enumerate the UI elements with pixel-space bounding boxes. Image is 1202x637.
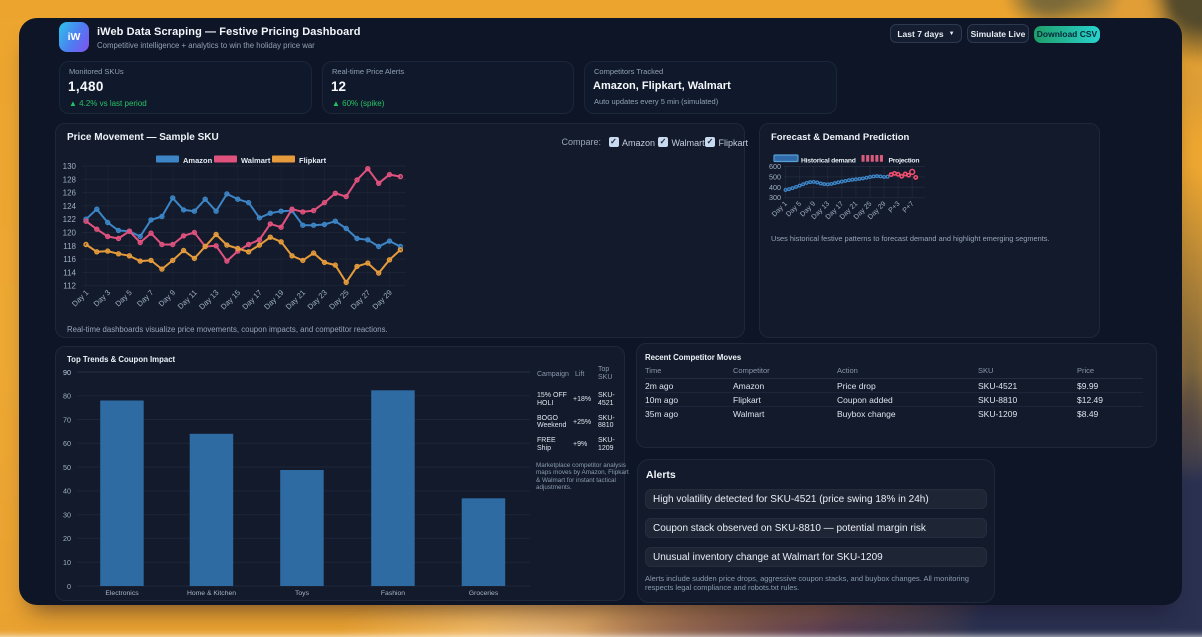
svg-text:Electronics: Electronics [105,590,139,597]
svg-text:Day 11: Day 11 [176,288,199,311]
svg-text:Groceries: Groceries [469,590,499,597]
svg-text:Day 1: Day 1 [70,288,90,308]
svg-text:Day 25: Day 25 [327,288,350,311]
svg-text:Fashion: Fashion [381,590,405,597]
svg-text:114: 114 [63,268,76,277]
svg-text:600: 600 [769,162,781,171]
svg-text:80: 80 [63,392,71,401]
svg-text:Day 3: Day 3 [92,288,112,308]
svg-text:90: 90 [63,368,71,377]
svg-text:500: 500 [769,172,781,181]
svg-text:Day 5: Day 5 [113,288,133,308]
svg-text:124: 124 [63,202,77,211]
svg-text:130: 130 [63,162,77,171]
svg-text:Day 23: Day 23 [306,288,329,311]
svg-text:90: 90 [63,368,71,377]
svg-text:70: 70 [63,415,71,424]
svg-text:Day 29: Day 29 [371,288,394,311]
svg-text:118: 118 [63,242,76,251]
svg-text:Day 17: Day 17 [240,288,263,311]
svg-text:Flipkart: Flipkart [299,156,327,165]
svg-text:Day 13: Day 13 [197,288,220,311]
svg-text:P+7: P+7 [902,200,916,214]
svg-text:122: 122 [63,215,77,224]
svg-text:P+3: P+3 [888,200,902,214]
svg-text:128: 128 [63,175,77,184]
svg-text:Day 27: Day 27 [349,288,372,311]
svg-text:Historical demand: Historical demand [801,158,856,165]
svg-text:120: 120 [63,229,77,238]
svg-text:116: 116 [63,255,76,264]
svg-text:Walmart: Walmart [241,156,271,165]
svg-text:30: 30 [63,511,71,520]
svg-text:Day 19: Day 19 [262,288,285,311]
svg-text:20: 20 [63,534,71,543]
svg-text:60: 60 [63,439,71,448]
svg-text:Projection: Projection [889,158,920,165]
svg-text:300: 300 [769,193,781,202]
svg-text:Day 7: Day 7 [135,288,155,308]
svg-text:112: 112 [63,282,76,291]
svg-text:Day 21: Day 21 [284,288,307,311]
svg-text:10: 10 [63,558,71,567]
svg-text:40: 40 [63,487,71,496]
svg-text:Amazon: Amazon [183,156,213,165]
svg-text:126: 126 [63,189,77,198]
svg-text:400: 400 [769,183,781,192]
svg-text:Day 9: Day 9 [157,288,177,308]
svg-text:Day 15: Day 15 [219,288,242,311]
svg-text:Toys: Toys [295,590,310,597]
svg-text:50: 50 [63,463,71,472]
svg-text:0: 0 [67,582,71,591]
svg-text:Home & Kitchen: Home & Kitchen [187,590,236,597]
